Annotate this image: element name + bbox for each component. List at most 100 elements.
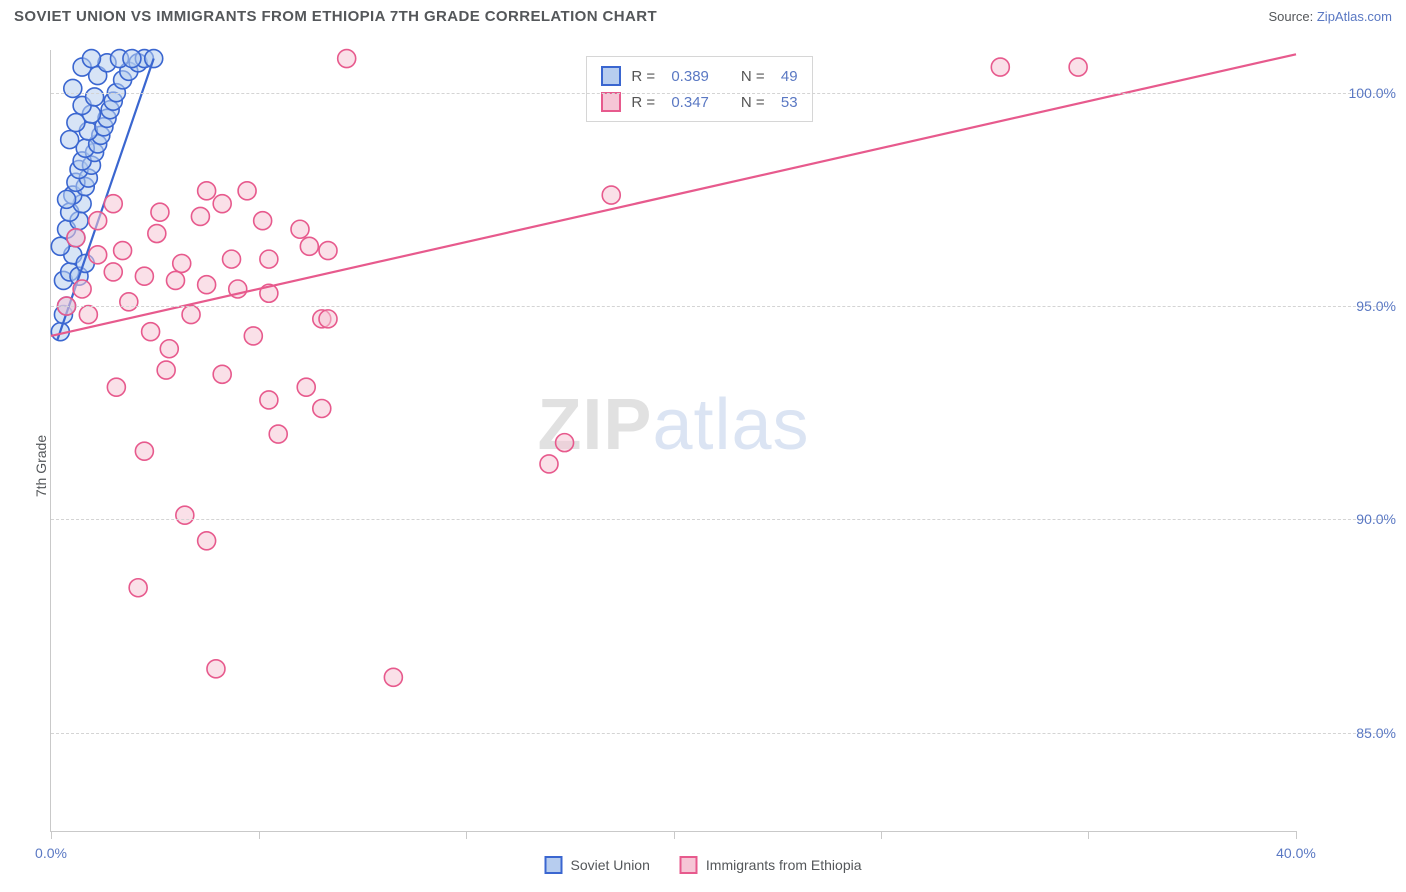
legend-swatch [545,856,563,874]
data-point [300,237,318,255]
data-point [148,225,166,243]
y-tick-label: 95.0% [1306,298,1396,314]
legend-label: Soviet Union [571,857,650,873]
chart-source: Source: ZipAtlas.com [1268,9,1392,24]
data-point [82,50,100,68]
x-tick [1088,831,1089,839]
chart-title: SOVIET UNION VS IMMIGRANTS FROM ETHIOPIA… [14,8,657,25]
x-tick [51,831,52,839]
r-label: R = [631,68,661,85]
gridline [51,733,1386,734]
n-value: 53 [781,94,798,111]
data-point [151,203,169,221]
x-tick [881,831,882,839]
r-value: 0.347 [671,94,709,111]
x-tick [1296,831,1297,839]
data-point [313,399,331,417]
r-label: R = [631,94,661,111]
scatter-svg [51,50,1296,831]
data-point [198,532,216,550]
data-point [173,254,191,272]
data-point [176,506,194,524]
data-point [207,660,225,678]
data-point [104,263,122,281]
chart-header: SOVIET UNION VS IMMIGRANTS FROM ETHIOPIA… [0,0,1406,31]
data-point [540,455,558,473]
y-tick-label: 100.0% [1306,85,1396,101]
data-point [142,323,160,341]
data-point [157,361,175,379]
x-tick [466,831,467,839]
data-point [991,58,1009,76]
legend-swatch [601,66,621,86]
data-point [1069,58,1087,76]
data-point [61,131,79,149]
y-axis-label: 7th Grade [33,435,49,497]
x-tick [674,831,675,839]
x-tick [259,831,260,839]
data-point [67,229,85,247]
r-value: 0.389 [671,68,709,85]
data-point [198,276,216,294]
data-point [182,306,200,324]
data-point [160,340,178,358]
data-point [123,50,141,68]
source-link[interactable]: ZipAtlas.com [1317,9,1392,24]
gridline [51,519,1386,520]
legend-label: Immigrants from Ethiopia [706,857,862,873]
data-point [260,391,278,409]
data-point [104,195,122,213]
data-point [338,50,356,68]
data-point [291,220,309,238]
legend-swatch [680,856,698,874]
data-point [120,293,138,311]
data-point [602,186,620,204]
y-tick-label: 85.0% [1306,725,1396,741]
data-point [64,79,82,97]
stats-legend: R = 0.389 N = 49 R = 0.347 N = 53 [586,56,812,122]
data-point [238,182,256,200]
data-point [191,207,209,225]
data-point [73,280,91,298]
data-point [556,434,574,452]
data-point [319,310,337,328]
chart-area: 7th Grade ZIPatlas R =0.389N =49R =0.347… [0,40,1406,892]
source-label: Source: [1268,9,1316,24]
x-tick-label: 40.0% [1276,845,1316,861]
data-point [129,579,147,597]
n-value: 49 [781,68,798,85]
data-point [89,212,107,230]
data-point [58,190,76,208]
data-point [86,88,104,106]
data-point [79,306,97,324]
data-point [254,212,272,230]
gridline [51,306,1386,307]
data-point [198,182,216,200]
data-point [107,378,125,396]
y-tick-label: 90.0% [1306,511,1396,527]
data-point [297,378,315,396]
gridline [51,93,1386,94]
series-legend: Soviet Union Immigrants from Ethiopia [545,856,862,874]
stats-legend-row: R = 0.389 N = 49 [601,63,797,89]
data-point [213,365,231,383]
x-tick-label: 0.0% [35,845,67,861]
data-point [135,267,153,285]
data-point [384,668,402,686]
n-label: N = [741,94,771,111]
n-label: N = [741,68,771,85]
data-point [260,250,278,268]
plot-region: ZIPatlas R =0.389N =49R =0.347N =53 85.0… [50,50,1296,832]
data-point [167,271,185,289]
data-point [223,250,241,268]
legend-swatch [601,92,621,112]
data-point [269,425,287,443]
data-point [244,327,262,345]
data-point [319,242,337,260]
data-point [213,195,231,213]
data-point [135,442,153,460]
data-point [89,246,107,264]
legend-item: Immigrants from Ethiopia [680,856,862,874]
data-point [114,242,132,260]
legend-item: Soviet Union [545,856,650,874]
